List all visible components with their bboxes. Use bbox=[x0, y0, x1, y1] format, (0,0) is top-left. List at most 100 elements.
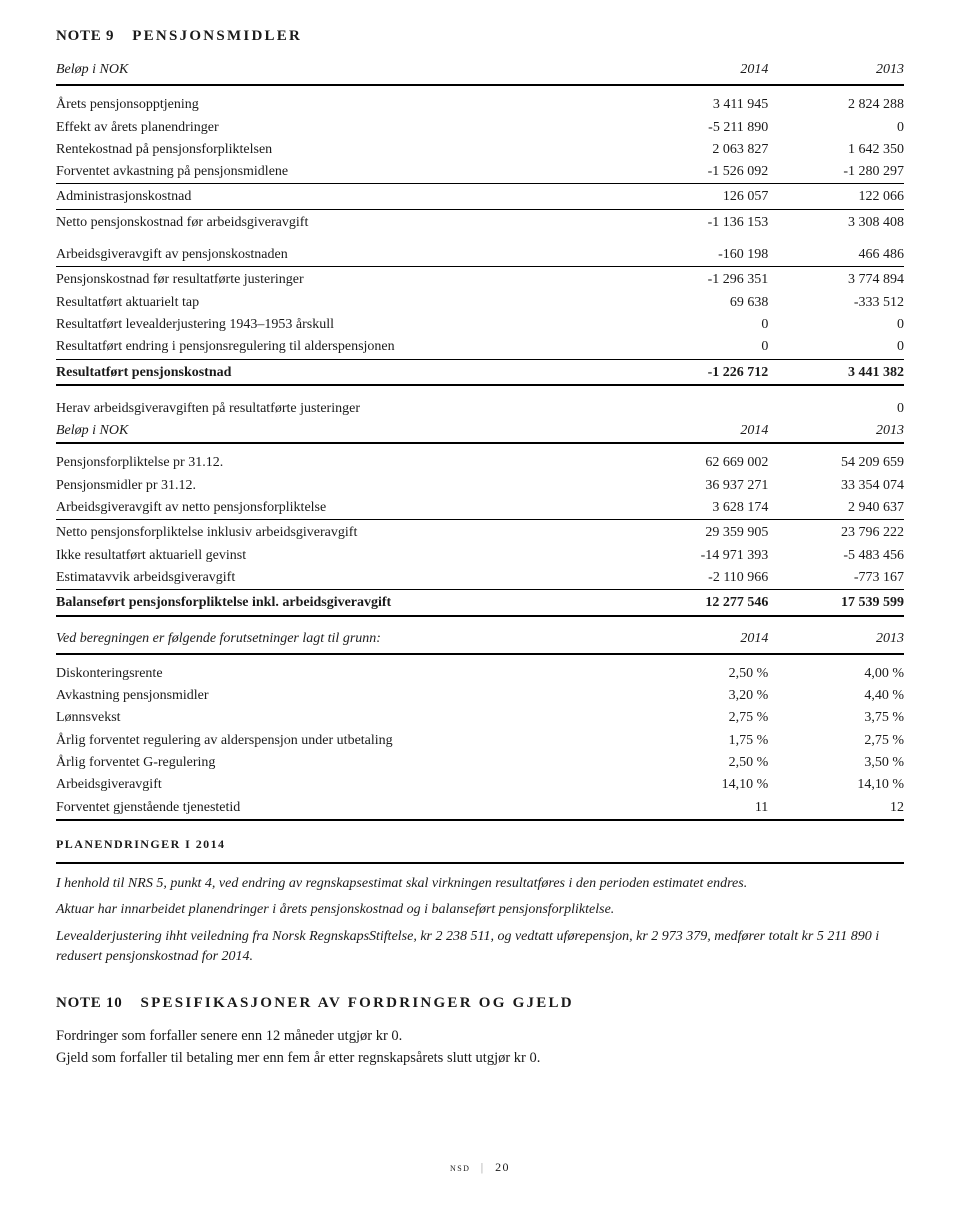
note9-title: PENSJONSMIDLER bbox=[132, 28, 302, 44]
row-y1: 62 669 002 bbox=[633, 452, 769, 474]
row-y2: 3,75 % bbox=[768, 707, 904, 729]
row-y2: 1 642 350 bbox=[768, 139, 904, 161]
table-row: Pensjonsmidler pr 31.12.36 937 27133 354… bbox=[56, 475, 904, 497]
row-y1: 69 638 bbox=[633, 292, 769, 314]
table-header-row-2: Beløp i NOK 2014 2013 bbox=[56, 420, 904, 443]
header-label: Beløp i NOK bbox=[56, 59, 633, 85]
row-label: Ikke resultatført aktuariell gevinst bbox=[56, 545, 633, 567]
table-row: Administrasjonskostnad126 057122 066 bbox=[56, 186, 904, 209]
row-y2: 0 bbox=[768, 117, 904, 139]
row-y1: 1,75 % bbox=[633, 730, 769, 752]
row-y2: 3 441 382 bbox=[768, 362, 904, 385]
row-label: Pensjonskostnad før resultatførte juster… bbox=[56, 269, 633, 291]
header-y2: 2013 bbox=[768, 59, 904, 85]
table-row: Diskonteringsrente2,50 %4,00 % bbox=[56, 663, 904, 685]
row-y2: 54 209 659 bbox=[768, 452, 904, 474]
row-y1: -1 526 092 bbox=[633, 161, 769, 184]
plan-body-line: I henhold til NRS 5, punkt 4, ved endrin… bbox=[56, 874, 904, 894]
row-label: Resultatført pensjonskostnad bbox=[56, 362, 633, 385]
row-label: Arbeidsgiveravgift bbox=[56, 774, 633, 796]
row-label: Balanseført pensjonsforpliktelse inkl. a… bbox=[56, 592, 633, 615]
note10-line: Gjeld som forfaller til betaling mer enn… bbox=[56, 1048, 904, 1070]
plan-body-line: Levealderjustering ihht veiledning fra N… bbox=[56, 927, 904, 968]
row-label: Forventet gjenstående tjenestetid bbox=[56, 797, 633, 820]
table-row: Årets pensjonsopptjening3 411 9452 824 2… bbox=[56, 94, 904, 116]
header2-y1: 2014 bbox=[633, 420, 769, 443]
row-y2: 4,40 % bbox=[768, 685, 904, 707]
header2-y2: 2013 bbox=[768, 420, 904, 443]
row-y2: 3,50 % bbox=[768, 752, 904, 774]
note10-title: SPESIFIKASJONER AV FORDRINGER OG GJELD bbox=[141, 995, 574, 1011]
row-label: Rentekostnad på pensjonsforpliktelsen bbox=[56, 139, 633, 161]
row-y2: 2,75 % bbox=[768, 730, 904, 752]
table-row: Effekt av årets planendringer-5 211 8900 bbox=[56, 117, 904, 139]
footer-org: nsd bbox=[450, 1160, 470, 1174]
row-label: Årlig forventet regulering av alderspens… bbox=[56, 730, 633, 752]
row-label: Herav arbeidsgiveravgiften på resultatfø… bbox=[56, 398, 633, 420]
row-y2: 466 486 bbox=[768, 244, 904, 267]
table-row: Herav arbeidsgiveravgiften på resultatfø… bbox=[56, 398, 904, 420]
row-label: Effekt av årets planendringer bbox=[56, 117, 633, 139]
row-y1: -1 296 351 bbox=[633, 269, 769, 291]
planendringer-heading: PLANENDRINGER I 2014 bbox=[56, 837, 904, 852]
note10-line: Fordringer som forfaller senere enn 12 m… bbox=[56, 1026, 904, 1048]
note10-heading: NOTE 10 SPESIFIKASJONER AV FORDRINGER OG… bbox=[56, 995, 904, 1012]
row-y1: -2 110 966 bbox=[633, 567, 769, 590]
row-label: Årlig forventet G-regulering bbox=[56, 752, 633, 774]
row-y2: 122 066 bbox=[768, 186, 904, 209]
row-y2: 0 bbox=[768, 336, 904, 359]
row-y2: 0 bbox=[768, 398, 904, 420]
row-y2: -773 167 bbox=[768, 567, 904, 590]
row-y1: 11 bbox=[633, 797, 769, 820]
table-row: Arbeidsgiveravgift av pensjonskostnaden-… bbox=[56, 244, 904, 267]
row-label: Lønnsvekst bbox=[56, 707, 633, 729]
table-row: Årlig forventet G-regulering2,50 %3,50 % bbox=[56, 752, 904, 774]
table-row: Forventet gjenstående tjenestetid1112 bbox=[56, 797, 904, 820]
row-y2: 3 774 894 bbox=[768, 269, 904, 291]
assumptions-header-y1: 2014 bbox=[633, 619, 769, 654]
row-y1: 2,75 % bbox=[633, 707, 769, 729]
header2-label: Beløp i NOK bbox=[56, 420, 633, 443]
page-content: NOTE 9 PENSJONSMIDLER Beløp i NOK 2014 2… bbox=[0, 0, 960, 1215]
row-y2: 2 940 637 bbox=[768, 497, 904, 520]
row-y1: 126 057 bbox=[633, 186, 769, 209]
row-y2: 0 bbox=[768, 314, 904, 336]
footer-page: 20 bbox=[495, 1160, 510, 1174]
table-header-row: Beløp i NOK 2014 2013 bbox=[56, 59, 904, 85]
table-row: Årlig forventet regulering av alderspens… bbox=[56, 730, 904, 752]
table-row-bold: Resultatført pensjonskostnad-1 226 7123 … bbox=[56, 362, 904, 385]
row-label: Resultatført aktuarielt tap bbox=[56, 292, 633, 314]
table-row: Resultatført endring i pensjonsregulerin… bbox=[56, 336, 904, 359]
table-row: Netto pensjonskostnad før arbeidsgiverav… bbox=[56, 212, 904, 234]
row-y1 bbox=[633, 398, 769, 420]
row-label: Arbeidsgiveravgift av netto pensjonsforp… bbox=[56, 497, 633, 520]
row-label: Estimatavvik arbeidsgiveravgift bbox=[56, 567, 633, 590]
page-footer: nsd | 20 bbox=[56, 1160, 904, 1175]
row-y1: -14 971 393 bbox=[633, 545, 769, 567]
row-y1: 14,10 % bbox=[633, 774, 769, 796]
table-row: Ikke resultatført aktuariell gevinst-14 … bbox=[56, 545, 904, 567]
row-y1: 3,20 % bbox=[633, 685, 769, 707]
row-label: Administrasjonskostnad bbox=[56, 186, 633, 209]
row-y1: 2,50 % bbox=[633, 752, 769, 774]
row-y2: 14,10 % bbox=[768, 774, 904, 796]
note10-prefix: NOTE 10 bbox=[56, 995, 123, 1011]
table-row: Avkastning pensjonsmidler3,20 %4,40 % bbox=[56, 685, 904, 707]
row-y1: 3 628 174 bbox=[633, 497, 769, 520]
row-label: Netto pensjonskostnad før arbeidsgiverav… bbox=[56, 212, 633, 234]
row-y2: 4,00 % bbox=[768, 663, 904, 685]
row-y2: 23 796 222 bbox=[768, 522, 904, 544]
row-label: Avkastning pensjonsmidler bbox=[56, 685, 633, 707]
table-row: Pensjonskostnad før resultatførte juster… bbox=[56, 269, 904, 291]
assumptions-header-y2: 2013 bbox=[768, 619, 904, 654]
row-y2: 33 354 074 bbox=[768, 475, 904, 497]
table-row: Resultatført aktuarielt tap69 638-333 51… bbox=[56, 292, 904, 314]
row-y1: 2 063 827 bbox=[633, 139, 769, 161]
row-y1: -1 226 712 bbox=[633, 362, 769, 385]
table-row: Arbeidsgiveravgift14,10 %14,10 % bbox=[56, 774, 904, 796]
row-y1: 29 359 905 bbox=[633, 522, 769, 544]
table-row-bold: Balanseført pensjonsforpliktelse inkl. a… bbox=[56, 592, 904, 615]
row-label: Netto pensjonsforpliktelse inklusiv arbe… bbox=[56, 522, 633, 544]
table-row: Pensjonsforpliktelse pr 31.12.62 669 002… bbox=[56, 452, 904, 474]
table-row: Resultatført levealderjustering 1943–195… bbox=[56, 314, 904, 336]
